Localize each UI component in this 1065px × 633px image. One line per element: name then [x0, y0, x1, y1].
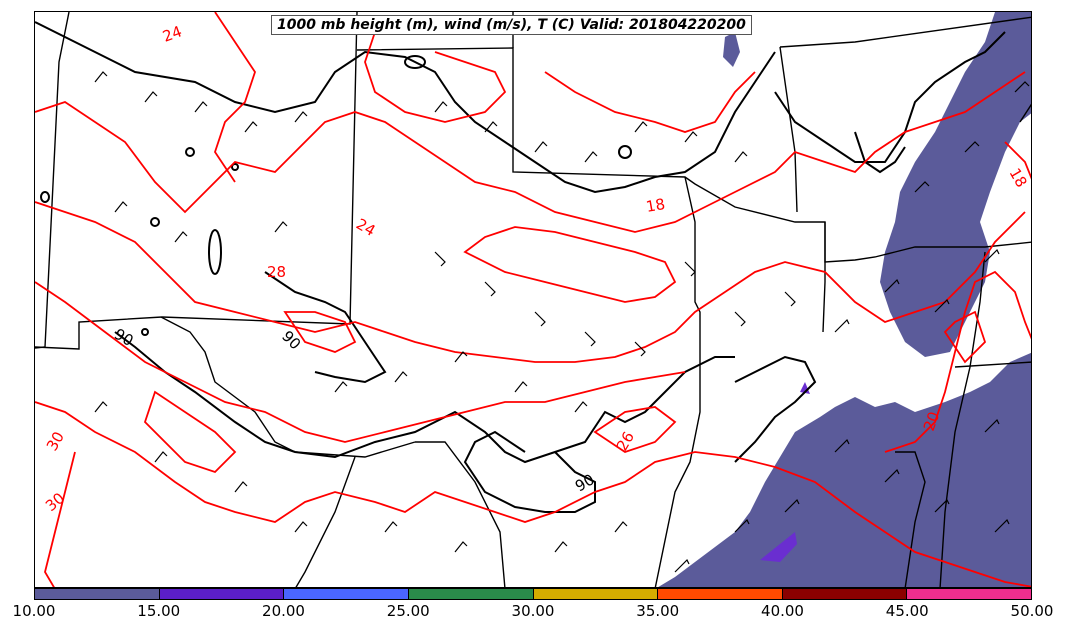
wind-fill-strong-2 — [800, 382, 810, 394]
temp-label-4: 18 — [645, 195, 667, 216]
wind-barbs — [94, 71, 1030, 573]
colorbar-segment — [159, 589, 285, 599]
colorbar-tick-label: 45.00 — [885, 602, 929, 620]
colorbar-tick-label: 20.00 — [262, 602, 305, 620]
colorbar-tick-label: 40.00 — [761, 602, 804, 620]
colorbar-segment — [782, 589, 908, 599]
map-panel: 24 24 28 18 26 30 30 20 18 90 90 90 — [34, 11, 1032, 588]
colorbar-tick-label: 15.00 — [137, 602, 181, 620]
wind-fill-east — [880, 12, 1031, 357]
colorbar-tick-label: 30.00 — [511, 602, 555, 620]
temp-label-6: 30 — [43, 428, 68, 454]
height-contours — [35, 21, 1006, 513]
colorbar-tick-label: 50.00 — [1010, 602, 1054, 620]
colorbar-segment — [408, 589, 534, 599]
colorbar-segment — [284, 589, 409, 599]
colorbar-tick-label: 35.00 — [636, 602, 680, 620]
colorbar-tick-label: 25.00 — [386, 602, 430, 620]
colorbar-segment — [35, 589, 160, 599]
colorbar-segment — [533, 589, 659, 599]
map-title: 1000 mb height (m), wind (m/s), T (C) Va… — [271, 15, 752, 35]
wind-fill-southeast — [658, 352, 1031, 587]
temp-label-8: 20 — [920, 409, 943, 433]
wind-fill-strong — [760, 532, 797, 562]
height-label-2: 90 — [278, 327, 304, 353]
temp-label-3: 28 — [267, 263, 286, 281]
map-canvas: 24 24 28 18 26 30 30 20 18 90 90 90 — [35, 12, 1031, 587]
wind-fill-north — [723, 32, 740, 67]
colorbar-tick-label: 10.00 — [12, 602, 56, 620]
temp-label-2: 24 — [353, 215, 379, 240]
colorbar-segment — [907, 589, 1031, 599]
colorbar-tick-labels: 10.00 15.00 20.00 25.00 30.00 35.00 40.00 45.00… — [0, 602, 1065, 624]
colorbar-segment — [658, 589, 783, 599]
temp-label-1: 24 — [160, 22, 184, 45]
temperature-contours — [35, 12, 1031, 587]
colorbar — [34, 588, 1032, 600]
temp-label-5: 26 — [613, 428, 638, 454]
